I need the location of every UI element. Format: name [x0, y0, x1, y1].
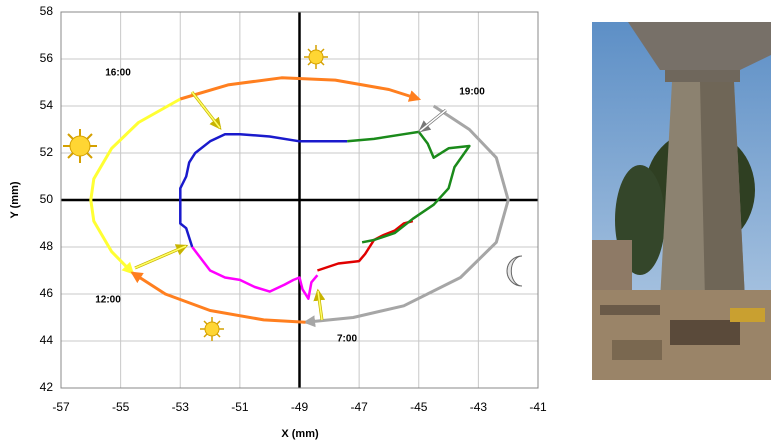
trajectory — [306, 106, 509, 322]
x-tick-label: -55 — [112, 400, 130, 414]
trajectory — [180, 134, 347, 247]
x-tick-label: -49 — [291, 400, 309, 414]
y-tick-label: 42 — [40, 380, 54, 394]
time-label: 19:00 — [459, 87, 485, 98]
time-label: 16:00 — [105, 68, 131, 79]
time-label: 7:00 — [337, 334, 357, 345]
trajectory — [347, 132, 469, 242]
direction-arrows — [135, 92, 446, 320]
x-tick-label: -45 — [410, 400, 428, 414]
y-tick-label: 48 — [40, 239, 54, 253]
x-tick-label: -57 — [52, 400, 70, 414]
x-tick-label: -53 — [172, 400, 190, 414]
x-tick-label: -51 — [231, 400, 249, 414]
y-tick-label: 54 — [40, 98, 54, 112]
y-tick-label: 44 — [40, 333, 54, 347]
moon-icon — [507, 256, 522, 286]
y-tick-label: 56 — [40, 51, 54, 65]
sun-icon — [63, 129, 97, 163]
y-tick-label: 50 — [40, 192, 54, 206]
x-tick-label: -47 — [350, 400, 368, 414]
grid — [61, 12, 538, 388]
time-label: 12:00 — [95, 295, 121, 306]
y-tick-label: 46 — [40, 286, 54, 300]
x-tick-label: -41 — [529, 400, 547, 414]
y-axis-label: Y (mm) — [9, 181, 21, 218]
arrow — [135, 246, 186, 268]
x-tick-label: -43 — [470, 400, 488, 414]
y-tick-label: 58 — [40, 4, 54, 18]
sun-icon — [200, 317, 224, 341]
page: {"chart_data": {"type": "line", "x_label… — [0, 0, 771, 443]
y-tick-label: 52 — [40, 145, 54, 159]
annotations: 16:00 19:00 12:00 7:00 — [95, 68, 485, 345]
figure: X (mm) Y (mm) 16:00 19:00 12:00 7:00 42 44 46… — [0, 0, 771, 443]
trajectory — [133, 273, 306, 322]
x-axis-label: X (mm) — [281, 428, 319, 440]
arrow — [192, 92, 220, 128]
sun-icon — [304, 45, 328, 69]
tower-photo — [592, 22, 771, 380]
arrow — [420, 110, 446, 131]
